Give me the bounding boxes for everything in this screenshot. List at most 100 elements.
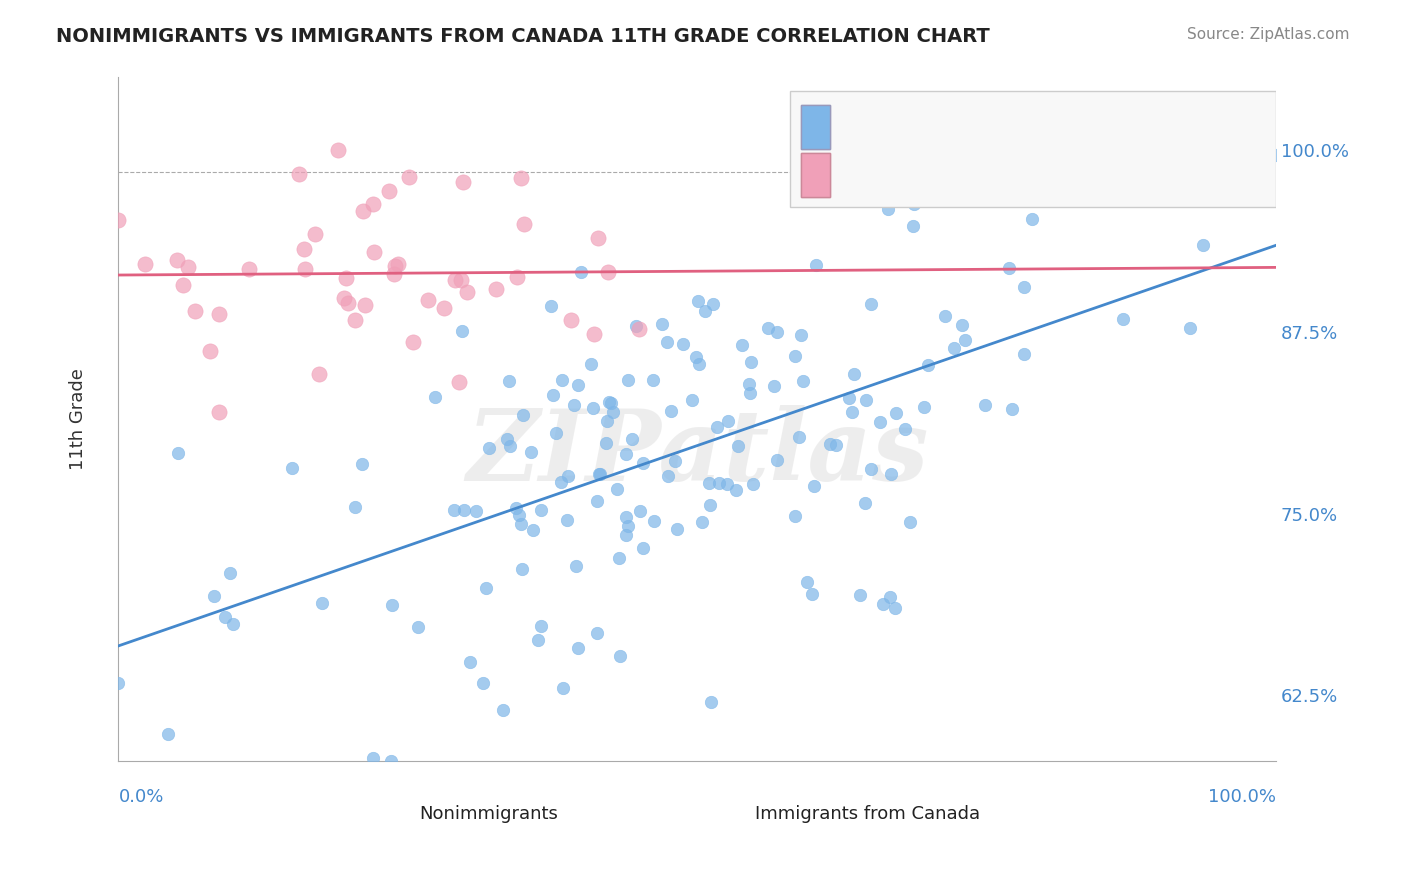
Point [1178,321,1201,335]
Point [1109,114,1132,128]
Point [382,268,405,282]
FancyBboxPatch shape [425,797,454,822]
Point [756,320,779,334]
Point [510,562,533,576]
Point [998,261,1021,276]
Point [903,197,925,211]
Text: ZIPatlas: ZIPatlas [465,405,928,501]
Point [616,519,638,533]
Point [690,515,713,529]
Point [766,453,789,467]
Point [727,439,749,453]
Point [328,143,350,157]
Point [685,350,707,364]
Point [530,619,553,633]
Point [901,219,924,234]
Point [167,445,190,459]
Point [740,354,762,368]
Point [107,212,129,227]
Point [384,259,406,273]
Point [1001,402,1024,417]
Point [841,405,863,419]
Point [378,184,401,198]
Point [917,358,939,372]
Point [416,293,439,308]
Point [800,586,823,600]
Point [214,610,236,624]
Point [869,415,891,429]
Point [350,457,373,471]
Point [617,373,640,387]
Point [519,445,541,459]
Point [688,294,710,309]
Point [614,510,637,524]
Text: Nonimmigrants: Nonimmigrants [419,805,558,823]
Point [1191,238,1213,252]
Point [208,307,231,321]
Point [860,462,883,476]
Point [344,500,367,515]
Text: R = 0.596   N = 157: R = 0.596 N = 157 [859,112,1073,130]
Point [550,373,572,387]
Point [706,420,728,434]
Point [596,265,619,279]
Point [560,312,582,326]
Point [508,508,530,522]
Point [655,334,678,349]
Point [564,398,586,412]
Point [505,500,527,515]
Point [530,503,553,517]
Point [657,469,679,483]
Point [950,318,973,332]
Point [1112,311,1135,326]
Point [659,403,682,417]
Point [460,655,482,669]
Point [550,475,572,489]
Point [884,601,907,615]
Point [496,432,519,446]
Point [789,327,811,342]
Point [453,503,475,517]
Point [280,460,302,475]
Text: Immigrants from Canada: Immigrants from Canada [755,805,980,823]
Text: Source: ZipAtlas.com: Source: ZipAtlas.com [1187,27,1350,42]
Point [510,170,533,185]
Point [699,475,721,490]
Point [567,378,589,392]
Point [304,227,326,241]
Point [631,541,654,556]
Point [789,430,811,444]
Point [588,467,610,482]
Point [853,496,876,510]
Point [803,479,825,493]
Point [614,447,637,461]
Point [544,425,567,440]
Point [540,299,562,313]
Point [606,482,628,496]
Point [585,493,607,508]
Point [849,588,872,602]
Point [796,575,818,590]
Point [792,374,814,388]
Point [208,405,231,419]
Point [598,395,620,409]
Point [725,483,748,497]
Point [336,296,359,310]
Point [589,467,612,481]
Point [433,301,456,315]
Point [641,373,664,387]
Point [425,390,447,404]
Point [406,619,429,633]
Point [838,392,860,406]
Point [335,271,357,285]
Point [474,582,496,596]
Point [471,676,494,690]
FancyBboxPatch shape [801,153,831,197]
Point [818,437,841,451]
Point [361,197,384,211]
Point [485,282,508,296]
Point [1021,212,1043,227]
Point [631,456,654,470]
Point [352,204,374,219]
FancyBboxPatch shape [703,797,733,822]
